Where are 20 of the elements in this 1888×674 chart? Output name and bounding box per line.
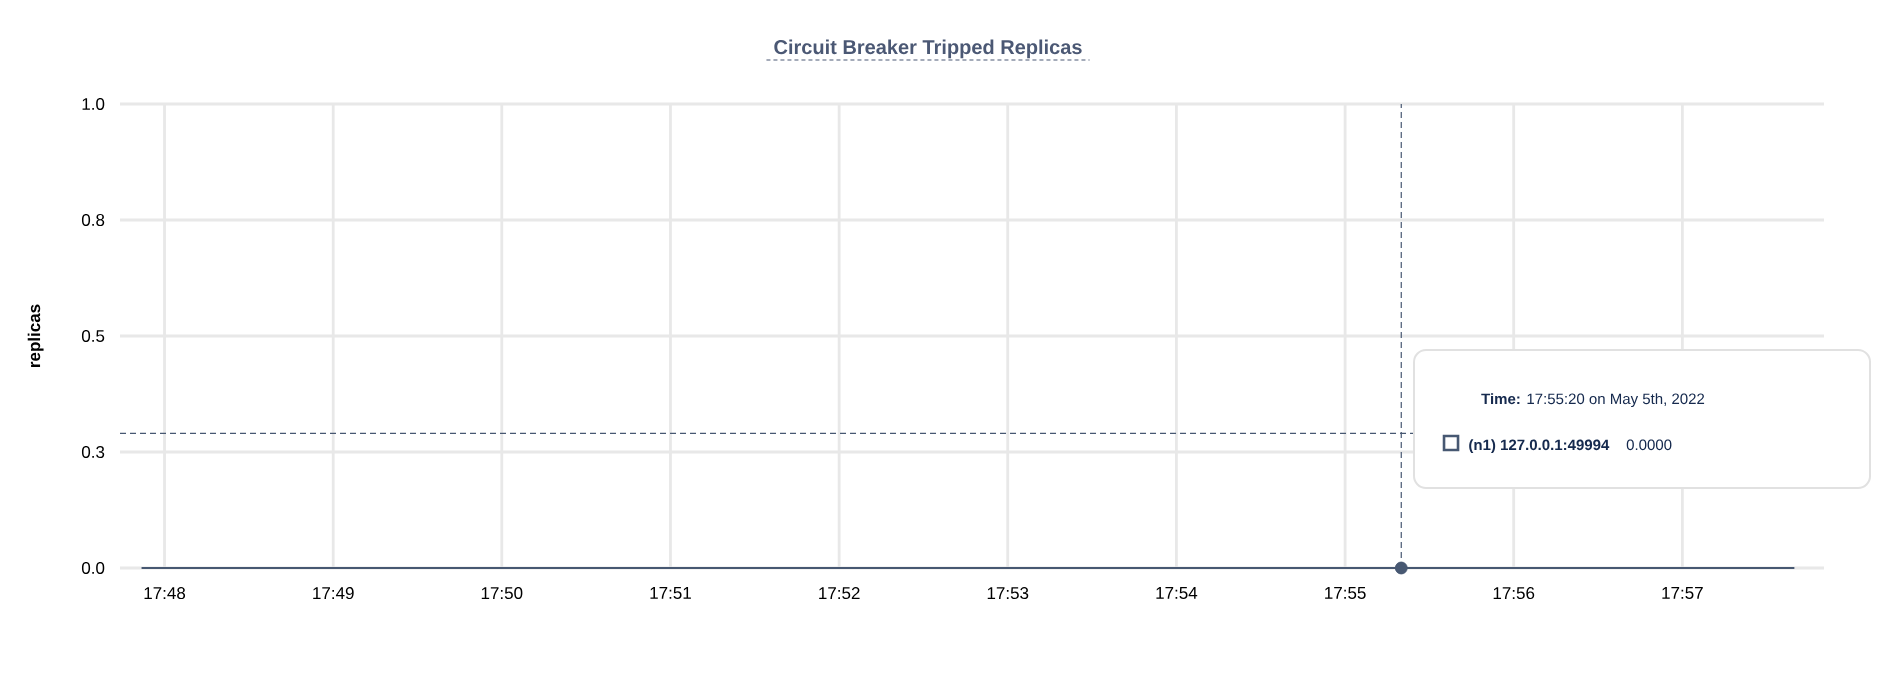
x-tick-label: 17:53 (987, 587, 1029, 600)
legend-label: (n1) 127.0.0.1:49994 (1469, 439, 1610, 454)
annotation: Time: 17:55:20 on May 5th, 2022 (1481, 393, 1705, 408)
x-tick-label: 17:49 (313, 587, 354, 600)
x-tick-label: 17:51 (650, 587, 691, 599)
y-tick-label: 0.5 (81, 329, 105, 342)
x-tick-label: 17:54 (1156, 587, 1198, 599)
y-tick-label: 1.0 (82, 97, 105, 110)
x-tick-label: 17:55 (1325, 587, 1366, 599)
y-tick-label: 0.0 (81, 561, 105, 575)
x-tick-label: 17:50 (481, 587, 523, 600)
x-tick-label: 17:52 (819, 587, 860, 600)
y-axis-title: replicas (27, 304, 44, 367)
annotation: 0.0000 (1626, 439, 1672, 451)
y-tick-label: 0.3 (81, 445, 105, 459)
x-tick-label: 17:57 (1662, 587, 1703, 599)
chart-title: Circuit Breaker Tripped Replicas (774, 39, 1082, 59)
y-tick-label: 0.8 (81, 213, 105, 227)
x-tick-label: 17:48 (144, 587, 186, 600)
x-tick-label: 17:56 (1493, 587, 1535, 600)
